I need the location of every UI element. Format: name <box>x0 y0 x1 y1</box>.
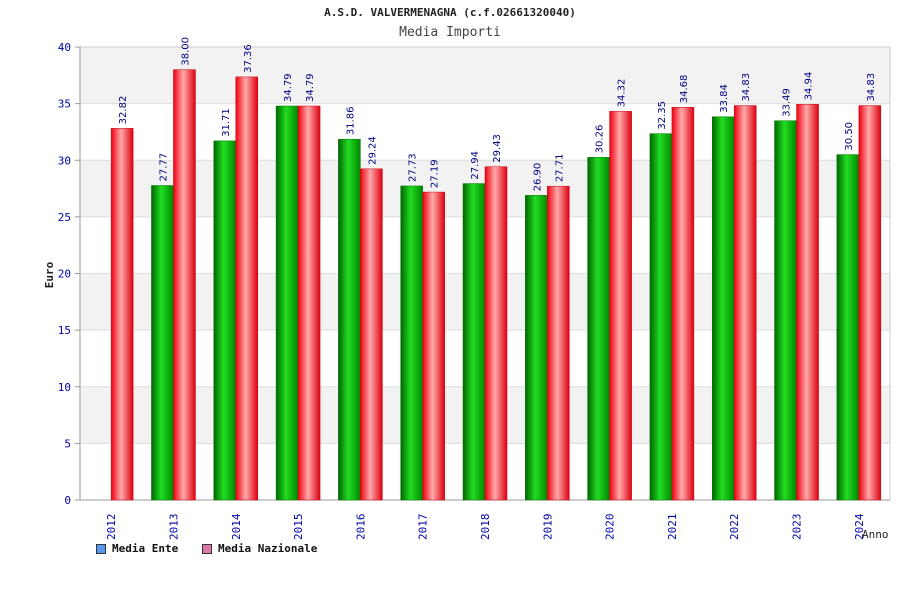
data-label-nazionale: 34.83 <box>866 73 877 102</box>
bar-ente <box>400 185 423 501</box>
x-tick-label: 2019 <box>541 514 554 541</box>
bar-nazionale <box>173 69 196 501</box>
bar-ente <box>774 120 797 501</box>
y-tick-label: 35 <box>58 98 71 111</box>
data-label-nazionale: 34.83 <box>741 73 752 102</box>
y-tick-label: 10 <box>58 381 71 394</box>
bar-ente <box>836 154 860 501</box>
data-label-nazionale: 34.32 <box>617 79 628 108</box>
y-tick-label: 40 <box>58 41 71 54</box>
bar-ente <box>151 185 174 501</box>
bar-nazionale <box>858 105 882 501</box>
data-label-nazionale: 29.43 <box>492 134 503 163</box>
x-tick-label: 2023 <box>791 514 804 541</box>
data-label-ente: 27.94 <box>470 151 481 180</box>
y-tick-label: 5 <box>64 437 71 450</box>
data-label-nazionale: 37.36 <box>243 44 254 73</box>
bar-ente <box>587 157 610 501</box>
chart-title: A.S.D. VALVERMENAGNA (c.f.02661320040) <box>324 6 576 19</box>
data-label-nazionale: 38.00 <box>180 37 191 66</box>
data-label-nazionale: 27.71 <box>554 154 565 183</box>
x-tick-label: 2022 <box>728 514 741 541</box>
x-axis-label: Anno <box>862 528 889 541</box>
bar-nazionale <box>360 168 383 501</box>
bar-ente <box>275 105 299 501</box>
legend-swatch-ente <box>96 543 106 554</box>
plot-band <box>80 47 890 104</box>
bar-nazionale <box>235 76 259 501</box>
bar-nazionale <box>609 111 632 501</box>
bar-nazionale <box>110 128 134 501</box>
data-label-ente: 26.90 <box>532 163 543 192</box>
data-label-ente: 27.77 <box>158 153 169 182</box>
y-tick-label: 0 <box>64 494 71 507</box>
x-tick-label: 2017 <box>417 514 430 541</box>
data-label-ente: 33.84 <box>719 84 730 113</box>
data-label-ente: 31.71 <box>221 108 232 137</box>
data-label-ente: 30.26 <box>595 125 606 154</box>
bar-nazionale <box>297 105 321 501</box>
data-label-nazionale: 27.19 <box>430 159 441 188</box>
data-label-ente: 33.49 <box>782 88 793 117</box>
bar-ente <box>462 183 486 501</box>
legend-swatch-nazionale <box>202 543 212 554</box>
legend-label-nazionale: Media Nazionale <box>218 542 318 555</box>
data-label-ente: 32.35 <box>657 101 668 130</box>
bar-ente <box>213 140 237 501</box>
bar-ente <box>711 116 735 501</box>
bar-ente <box>338 138 361 501</box>
data-label-ente: 30.50 <box>844 122 855 151</box>
x-tick-label: 2021 <box>666 514 679 541</box>
x-tick-label: 2015 <box>292 514 305 541</box>
x-tick-label: 2012 <box>105 514 118 541</box>
bar-nazionale <box>484 166 508 501</box>
x-tick-label: 2020 <box>604 514 617 541</box>
data-label-ente: 31.86 <box>345 107 356 136</box>
y-tick-label: 25 <box>58 211 71 224</box>
data-label-nazionale: 34.79 <box>305 73 316 102</box>
y-tick-label: 30 <box>58 154 71 167</box>
x-tick-label: 2013 <box>167 514 180 541</box>
data-label-nazionale: 29.24 <box>367 136 378 165</box>
bar-nazionale <box>671 106 695 501</box>
x-tick-label: 2016 <box>354 514 367 541</box>
y-axis-label: Euro <box>43 261 56 288</box>
y-tick-label: 20 <box>58 268 71 281</box>
data-label-ente: 34.79 <box>283 73 294 102</box>
x-tick-label: 2014 <box>230 513 243 540</box>
data-label-nazionale: 32.82 <box>118 96 129 125</box>
plot-band <box>80 103 890 161</box>
x-tick-label: 2024 <box>853 513 866 540</box>
legend-item-nazionale: Media Nazionale <box>202 542 317 555</box>
bar-nazionale <box>733 105 757 501</box>
bar-nazionale <box>547 185 570 501</box>
x-tick-label: 2018 <box>479 514 492 541</box>
data-label-ente: 27.73 <box>408 153 419 182</box>
bar-nazionale <box>796 104 819 501</box>
data-label-nazionale: 34.94 <box>804 72 815 101</box>
y-tick-label: 15 <box>58 324 71 337</box>
bar-ente <box>525 195 548 501</box>
legend-label-ente: Media Ente <box>112 542 179 555</box>
legend-item-ente: Media Ente <box>96 542 178 555</box>
bar-nazionale <box>422 191 445 501</box>
bar-ente <box>649 133 673 501</box>
chart-subtitle: Media Importi <box>399 25 501 40</box>
data-label-nazionale: 34.68 <box>679 75 690 104</box>
